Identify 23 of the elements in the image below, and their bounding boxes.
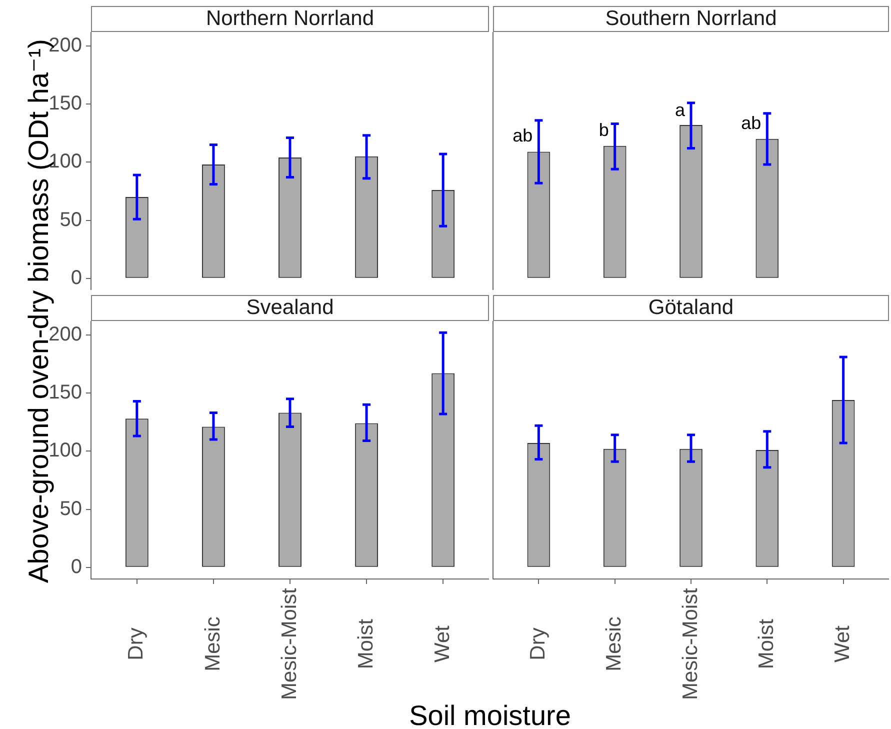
x-tick-label: Mesic <box>602 616 626 672</box>
x-tick-label: Wet <box>430 625 454 662</box>
annotation: b <box>598 120 609 140</box>
x-tick-label: Dry <box>526 627 550 660</box>
chart-title: Northern Norrland <box>91 6 489 32</box>
y-tick-label: 50 <box>60 498 82 520</box>
y-tick-label: 0 <box>70 266 82 289</box>
chart-title: Svealand <box>91 295 489 321</box>
x-tick-label: Mesic <box>201 616 224 672</box>
chart-title: Götaland <box>493 295 889 321</box>
x-tick-label: Mesic-Moist <box>678 588 702 700</box>
y-tick-label: 50 <box>60 208 82 231</box>
x-tick-label: Dry <box>124 627 148 660</box>
x-tick-label: Moist <box>754 618 778 670</box>
x-tick-label: Moist <box>354 618 378 670</box>
annotation: ab <box>512 126 533 146</box>
annotation: ab <box>741 112 762 133</box>
x-axis-title: Soil moisture <box>409 700 571 729</box>
y-tick-label: 0 <box>70 556 82 578</box>
annotation: a <box>674 100 686 120</box>
x-tick-label: Mesic-Moist <box>278 588 301 700</box>
x-tick-label: Wet <box>831 625 854 662</box>
chart-title: Southern Norrland <box>493 6 889 32</box>
